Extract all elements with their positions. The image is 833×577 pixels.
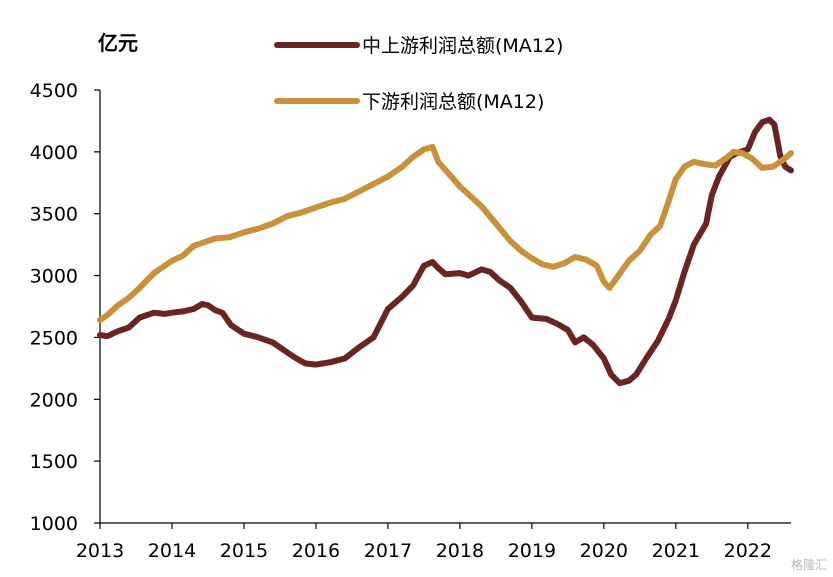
y-tick-label: 2500 [30,327,78,349]
y-tick-label: 3000 [30,266,78,288]
x-tick-label: 2020 [580,540,628,562]
legend-label-2: 下游利润总额(MA12) [362,91,544,113]
x-tick-label: 2022 [724,540,772,562]
x-tick-label: 2017 [364,540,412,562]
y-tick-label: 4500 [30,80,78,102]
x-tick-label: 2016 [292,540,340,562]
x-tick-label: 2013 [76,540,124,562]
x-tick-label: 2015 [220,540,268,562]
x-tick-label: 2019 [508,540,556,562]
y-tick-label: 4000 [30,142,78,164]
y-tick-label: 3500 [30,204,78,226]
legend-label-1: 中上游利润总额(MA12) [362,35,563,57]
y-tick-label: 1000 [30,513,78,535]
series-line-2 [97,143,794,324]
legend: 中上游利润总额(MA12) 下游利润总额(MA12) [274,35,563,113]
y-tick-label: 2000 [30,389,78,411]
x-tick-label: 2014 [148,540,196,562]
y-axis-unit-label: 亿元 [98,31,138,55]
watermark: 格隆汇 [790,558,827,572]
x-axis: 2013 2014 2015 2016 2017 2018 2019 2020 2021 2022 [76,522,791,562]
y-tick-label: 1500 [30,451,78,473]
x-tick-label: 2018 [436,540,484,562]
y-axis: 1000 1500 2000 2500 3000 3500 4000 4500 [30,80,101,535]
series-line-1 [97,116,794,387]
series-lines [97,116,794,387]
x-tick-label: 2021 [652,540,700,562]
